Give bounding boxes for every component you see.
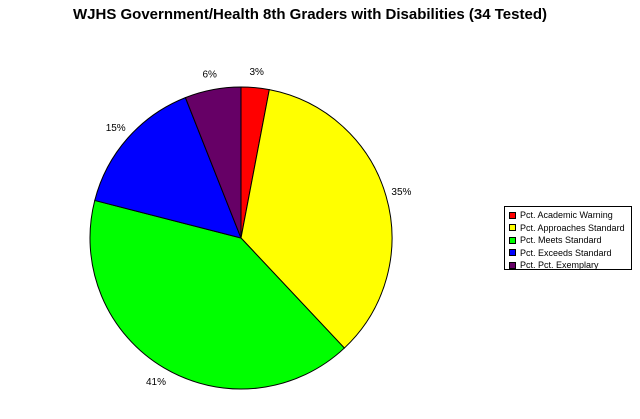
legend-swatch-1 (509, 224, 516, 232)
legend-item-3: Pct. Exceeds Standard (509, 247, 631, 260)
legend-item-4: Pct. Pct. Exemplary (509, 259, 631, 270)
pie-slice-3 (94, 96, 242, 239)
legend-label-0: Pct. Academic Warning (520, 210, 613, 221)
pie-slice-label-1: 35% (391, 187, 411, 198)
legend-swatch-2 (509, 236, 516, 244)
legend-label-3: Pct. Exceeds Standard (520, 247, 612, 258)
pie-slice-1 (240, 89, 393, 349)
legend-swatch-4 (509, 261, 516, 269)
legend-item-2: Pct. Meets Standard (509, 234, 631, 247)
legend-swatch-3 (509, 249, 516, 257)
pie-slice-2 (89, 199, 346, 390)
legend-label-4: Pct. Pct. Exemplary (520, 260, 599, 270)
legend-label-1: Pct. Approaches Standard (520, 222, 625, 233)
pie-slice-label-2: 41% (146, 377, 166, 388)
legend: Pct. Academic Warning Pct. Approaches Sta… (504, 206, 632, 270)
legend-item-0: Pct. Academic Warning (509, 209, 631, 222)
pie-labels: 3% 35% 41% 15% 6% (106, 67, 412, 388)
legend-swatch-0 (509, 211, 516, 219)
legend-label-2: Pct. Meets Standard (520, 235, 602, 246)
pie-slice-label-0: 3% (249, 67, 264, 78)
pie-slice-label-3: 15% (106, 123, 126, 134)
pie-slice-label-4: 6% (202, 70, 217, 81)
legend-item-1: Pct. Approaches Standard (509, 222, 631, 235)
chart-title: WJHS Government/Health 8th Graders with … (72, 6, 547, 23)
pie-slice-4 (184, 86, 242, 239)
pie-slices (89, 86, 393, 390)
